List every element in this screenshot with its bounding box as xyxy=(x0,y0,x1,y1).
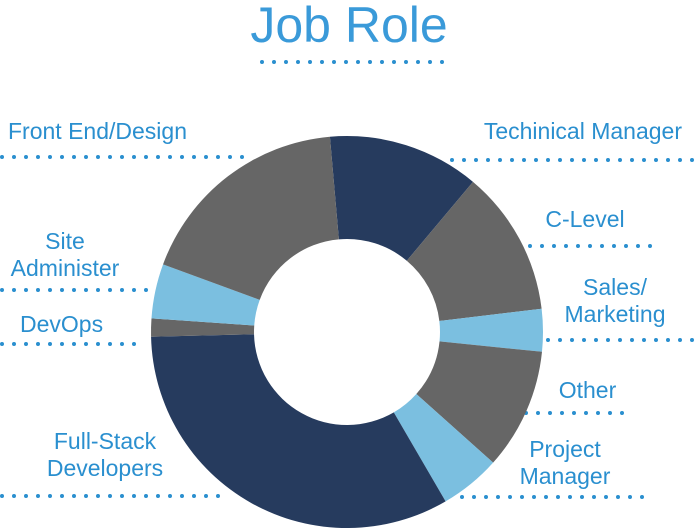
donut-segment xyxy=(416,341,542,463)
legend-label: Other xyxy=(558,377,617,403)
legend-label: Techinical Manager xyxy=(483,118,682,144)
donut-segment xyxy=(151,318,255,337)
legend-label: Site Administer xyxy=(10,228,120,281)
chart-title: Job Role xyxy=(250,0,448,53)
donut-segment xyxy=(151,334,446,528)
donut-segment xyxy=(151,264,260,326)
donut-segment xyxy=(406,181,542,321)
legend-label: Front End/Design xyxy=(8,118,187,144)
legend-label: Project Manager xyxy=(519,436,611,489)
donut-segment xyxy=(329,135,473,261)
legend-label: Full-Stack Developers xyxy=(46,428,164,481)
legend-label: DevOps xyxy=(20,311,104,337)
legend-label: C-Level xyxy=(545,206,625,232)
donut-segment xyxy=(439,308,543,352)
donut-segment xyxy=(393,393,494,502)
donut-segment xyxy=(163,136,339,300)
legend-label: Sales/ Marketing xyxy=(564,274,666,327)
